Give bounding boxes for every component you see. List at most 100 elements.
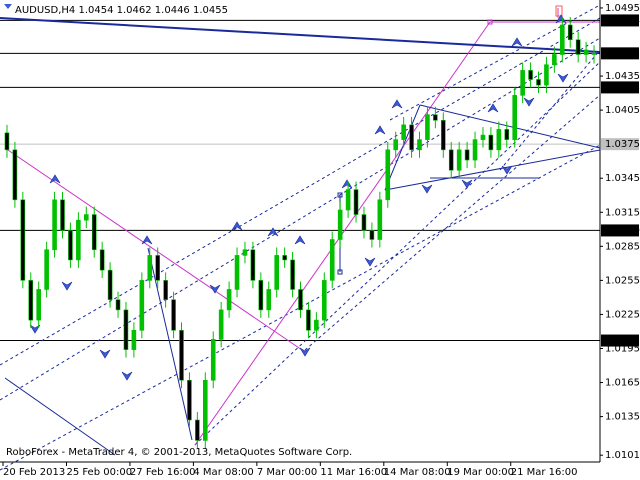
channel-line xyxy=(0,17,601,366)
candle-body xyxy=(52,199,57,251)
y-tick-label: 1.0255 xyxy=(605,275,640,286)
candle-body xyxy=(187,379,192,421)
y-tick-label: 1.0101 xyxy=(605,450,640,461)
y-tick-label: 1.0225 xyxy=(605,309,640,320)
candle-body xyxy=(472,139,478,161)
y-tick-label: 1.0405 xyxy=(605,105,640,116)
arrow xyxy=(267,227,279,237)
candle-body xyxy=(385,149,391,201)
arrow xyxy=(487,103,499,113)
candle-body xyxy=(298,289,303,311)
y-tick-label: 1.0165 xyxy=(605,378,640,389)
y-tick-label: 1.0435 xyxy=(605,71,640,82)
candle-body xyxy=(559,24,565,55)
marker xyxy=(555,5,563,17)
candle-body xyxy=(107,269,113,300)
candle-body xyxy=(369,230,375,240)
candle-body xyxy=(583,49,589,55)
arrow xyxy=(231,221,243,231)
x-tick-label: 14 Mar 08:00 xyxy=(384,467,451,478)
candle-body xyxy=(361,214,367,231)
candle-body xyxy=(448,149,454,171)
candle-body xyxy=(115,299,121,311)
candle-body xyxy=(329,239,335,281)
candle-body xyxy=(433,114,438,121)
candle-body xyxy=(28,280,34,321)
candle-body xyxy=(131,330,137,350)
candle-body xyxy=(456,149,462,171)
level-box xyxy=(601,14,639,27)
candle-body xyxy=(409,124,414,151)
trendlines xyxy=(0,4,601,471)
candle-body xyxy=(504,129,510,140)
arrow xyxy=(341,179,353,189)
anchor xyxy=(337,269,343,275)
candle-body xyxy=(76,219,81,261)
channel-line xyxy=(194,61,601,446)
candle-body xyxy=(377,199,383,240)
trend-line xyxy=(384,104,421,191)
x-tick-label: 21 Mar 16:00 xyxy=(511,467,578,478)
candle-body xyxy=(401,124,406,140)
candle-body xyxy=(544,64,549,86)
candle-body xyxy=(575,39,581,55)
candle-body xyxy=(171,299,176,331)
arrow xyxy=(294,235,306,245)
arrow xyxy=(99,349,111,359)
trend-line xyxy=(384,149,601,191)
copyright: RoboForex - MetaTrader 4, © 2001-2013, M… xyxy=(6,447,352,458)
level-label: 1.0455 xyxy=(605,48,640,59)
y-tick-label: 1.0495 xyxy=(605,3,640,14)
channel-line xyxy=(499,49,601,171)
level-label: 1.0299 xyxy=(605,225,640,236)
arrow xyxy=(461,179,473,189)
arrow xyxy=(557,73,569,83)
candle-body xyxy=(314,319,319,331)
candle-body xyxy=(203,379,208,441)
candle-body xyxy=(4,132,10,151)
candle-body xyxy=(512,95,518,140)
channel-line xyxy=(0,37,601,401)
candle-body xyxy=(44,249,49,290)
trend-line xyxy=(194,21,491,446)
level-label: 1.0484 xyxy=(605,15,640,26)
candle-body xyxy=(210,339,216,381)
chart-title: AUDUSD,H4 1.0454 1.0462 1.0446 1.0455 xyxy=(15,5,228,16)
candle-body xyxy=(496,129,502,151)
x-tick-label: 20 Feb 2013 xyxy=(3,467,65,478)
candle-body xyxy=(258,280,264,311)
candle-body xyxy=(60,199,65,231)
trend-line xyxy=(147,247,193,441)
arrow xyxy=(121,371,133,381)
anchor xyxy=(487,19,493,25)
level-label: 1.0202 xyxy=(605,336,640,347)
candle-body xyxy=(12,149,18,201)
candle-body xyxy=(123,309,129,350)
level-label: 1.0375 xyxy=(605,139,640,150)
candle-body xyxy=(266,289,272,311)
x-tick-label: 4 Mar 08:00 xyxy=(193,467,253,478)
candle-body xyxy=(440,120,446,151)
level-box xyxy=(601,81,639,94)
candle-body xyxy=(520,70,525,96)
candle-body xyxy=(321,280,327,321)
x-tick-label: 11 Mar 16:00 xyxy=(320,467,387,478)
candle-body xyxy=(242,249,248,256)
channel-line xyxy=(304,94,601,351)
level-box xyxy=(601,334,639,347)
trend-line xyxy=(0,17,601,53)
y-tick-label: 1.0135 xyxy=(605,412,640,423)
candle-body xyxy=(274,255,280,290)
x-tick-label: 7 Mar 00:00 xyxy=(257,467,317,478)
candle-body xyxy=(488,134,494,151)
symbol-icon xyxy=(4,4,12,9)
arrow xyxy=(29,324,41,334)
trend-line xyxy=(4,147,306,353)
y-tick-label: 1.0345 xyxy=(605,173,640,184)
x-tick-label: 25 Feb 00:00 xyxy=(66,467,132,478)
level-box xyxy=(601,138,639,151)
arrow xyxy=(61,281,73,291)
